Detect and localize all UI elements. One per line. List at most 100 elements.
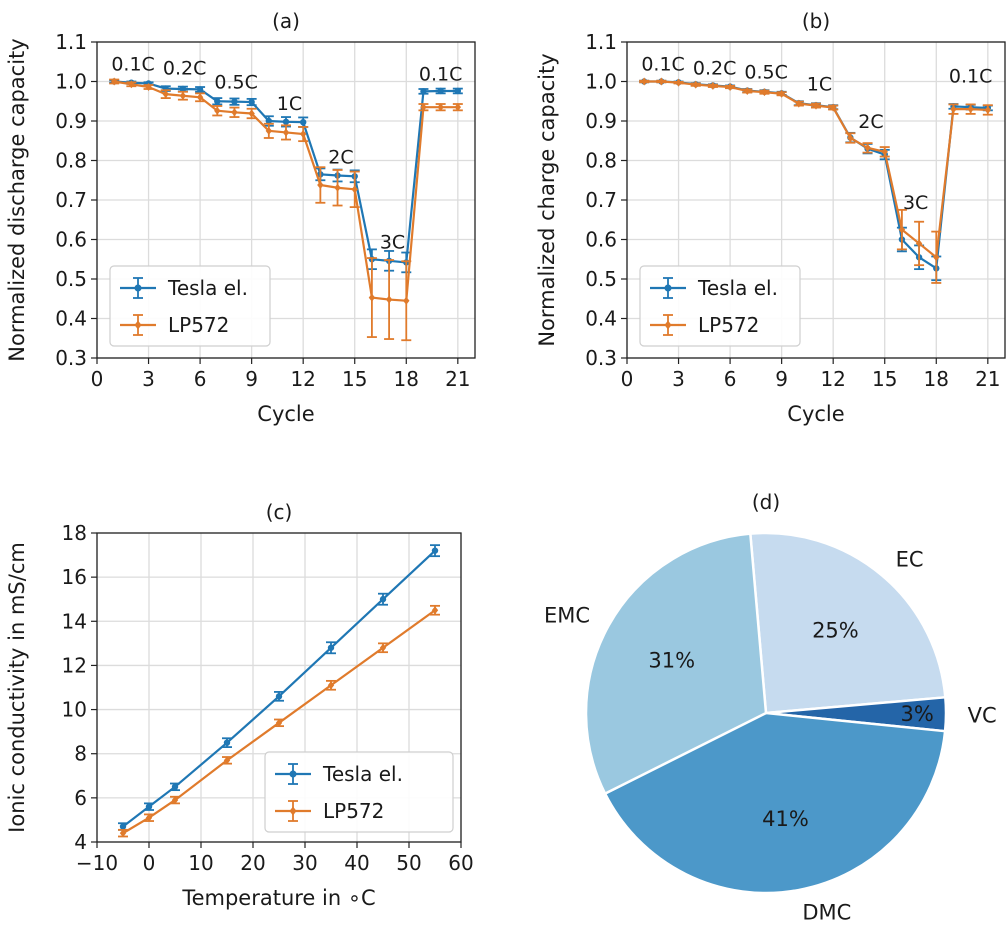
panel-title: (d) (752, 490, 780, 514)
legend-marker (664, 284, 672, 292)
data-point (778, 89, 785, 98)
data-point (282, 118, 290, 125)
x-axis-label: Cycle (257, 402, 314, 426)
pie-slice-label: EMC (544, 604, 590, 628)
x-tick-label: 0 (143, 851, 156, 875)
data-point (327, 681, 335, 690)
rate-annotation: 0.5C (214, 72, 257, 94)
legend-label: LP572 (168, 313, 229, 337)
legend-label: LP572 (698, 313, 759, 337)
data-point (231, 98, 238, 105)
data-point (709, 81, 717, 90)
y-tick-label: 0.9 (585, 109, 617, 133)
data-point (984, 105, 992, 114)
rate-annotation: 0.2C (163, 58, 206, 80)
legend-marker (289, 806, 297, 816)
y-tick-label: 8 (74, 742, 87, 766)
data-point (726, 83, 734, 92)
data-point (196, 93, 204, 102)
data-point (145, 83, 152, 92)
x-tick-label: 40 (344, 851, 369, 875)
y-tick-label: 0.4 (55, 307, 87, 331)
y-tick-label: 16 (62, 565, 87, 589)
rate-annotation: 0.1C (949, 66, 992, 88)
pie-slice-ec (748, 531, 947, 715)
data-point (933, 253, 940, 262)
rate-annotation: 1C (277, 93, 302, 115)
x-tick-label: 15 (342, 367, 367, 391)
data-point (640, 77, 648, 86)
y-tick-label: 6 (74, 786, 87, 810)
panel-title: (a) (272, 9, 300, 33)
x-tick-label: 9 (245, 367, 258, 391)
series-lp572 (109, 77, 463, 342)
data-point (403, 296, 410, 305)
x-tick-label: 15 (872, 367, 897, 391)
y-tick-label: 10 (62, 698, 87, 722)
data-point (881, 147, 888, 156)
chart-panel-d: (d) 25% EC 3% VC 41% DMC 31% EMC (544, 490, 997, 924)
legend-box (264, 751, 454, 833)
x-tick-label: 18 (924, 367, 949, 391)
legend: Tesla el. LP572 (264, 751, 454, 833)
data-point (275, 718, 283, 727)
y-tick-label: 1.1 (585, 30, 617, 54)
x-tick-label: 10 (188, 851, 213, 875)
data-point (431, 547, 439, 554)
data-point (385, 295, 393, 304)
x-tick-label: 9 (775, 367, 788, 391)
rate-annotation: 2C (858, 111, 883, 133)
x-tick-label: 6 (194, 367, 207, 391)
data-point (744, 86, 751, 95)
data-point (379, 643, 387, 652)
data-point (317, 180, 324, 189)
x-axis-label: Temperature in ∘C (181, 886, 375, 910)
data-point (795, 99, 803, 108)
y-tick-label: 0.8 (55, 149, 87, 173)
x-tick-label: 18 (394, 367, 419, 391)
pie-slice-dmc (603, 711, 947, 895)
y-tick-label: 14 (62, 609, 87, 633)
legend: Tesla el. LP572 (109, 265, 271, 347)
data-point (214, 98, 221, 105)
chart-panel-b: 0 3 6 9 12 15 18 21 0.3 0.4 0.5 0.6 0.7 0.8 0.9 1.0 1.1 (… (535, 9, 1006, 426)
series-lp572 (639, 77, 993, 284)
data-point (658, 77, 665, 86)
legend-marker (134, 320, 142, 330)
x-tick-label: 3 (672, 367, 685, 391)
x-tick-label: 12 (290, 367, 315, 391)
legend-label: Tesla el. (322, 762, 403, 786)
data-point (864, 143, 871, 152)
rate-annotation: 0.1C (641, 54, 684, 76)
data-point (829, 103, 837, 112)
legend-marker (289, 770, 297, 778)
panel-title: (b) (802, 9, 830, 33)
x-tick-label: 3 (142, 367, 155, 391)
legend-marker (134, 284, 142, 292)
y-tick-label: 0.9 (55, 109, 87, 133)
data-point (171, 783, 179, 791)
chart-panel-c: −10 0 10 20 30 40 50 60 4 6 8 10 12 14 16 18 (c) Temperat… (5, 500, 474, 910)
y-tick-label: 0.7 (55, 188, 87, 212)
data-point (265, 126, 273, 135)
data-point (379, 596, 387, 603)
data-point (420, 103, 427, 112)
y-tick-label: 0.3 (585, 346, 617, 370)
data-point (248, 98, 255, 106)
rate-annotation: 3C (380, 231, 405, 253)
pie-slice-label: DMC (802, 900, 851, 924)
data-point (282, 128, 290, 137)
x-tick-label: 0 (91, 367, 104, 391)
data-point (454, 103, 462, 112)
data-point (847, 133, 854, 142)
pie-slice-label: EC (896, 548, 924, 572)
data-point (299, 130, 307, 139)
y-tick-label: 1.0 (585, 70, 617, 94)
x-tick-label: 0 (621, 367, 634, 391)
data-point (214, 106, 221, 115)
y-axis-label: Ionic conductivity in mS/cm (5, 542, 29, 833)
data-point (223, 756, 231, 765)
data-point (761, 88, 768, 97)
y-tick-label: 0.6 (55, 228, 87, 252)
